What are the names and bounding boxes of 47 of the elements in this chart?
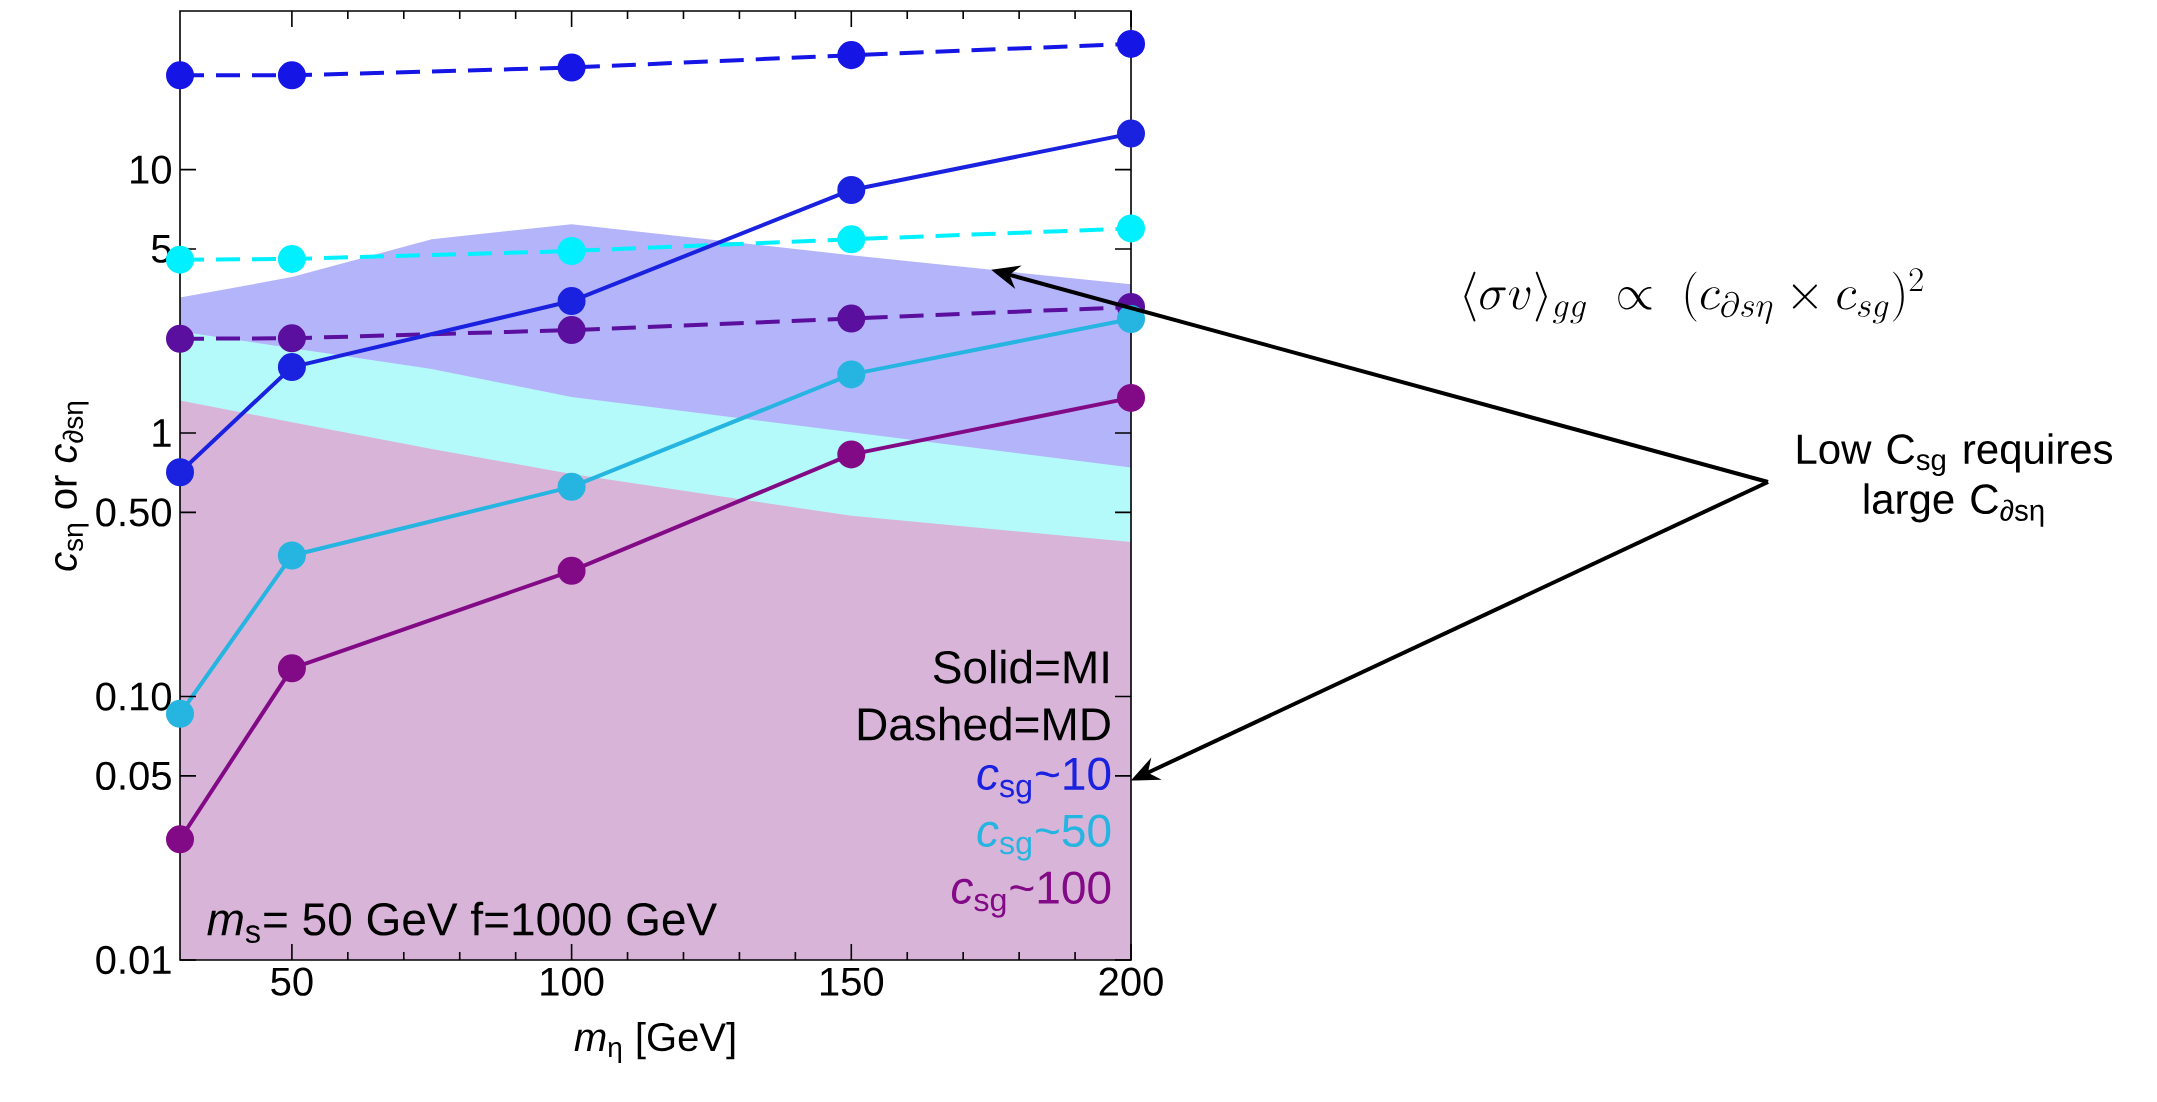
point bbox=[166, 324, 195, 353]
point bbox=[837, 304, 866, 333]
annotation: m$_{s}$= 50 GeV f=1000 GeV bbox=[207, 901, 717, 943]
point bbox=[277, 654, 306, 683]
point bbox=[837, 41, 866, 70]
point bbox=[837, 360, 866, 389]
y-axis-title: c$_{sη}$ or c$_{∂sη}$ bbox=[55, 401, 89, 571]
text: c$_{sg}$~100 bbox=[951, 871, 1111, 918]
y-tick-label: 10 bbox=[131, 155, 171, 184]
point bbox=[837, 440, 866, 469]
annotation: Solid=MI bbox=[933, 649, 1108, 684]
text: c$_{sg}$~10 bbox=[977, 757, 1111, 804]
point bbox=[1117, 29, 1146, 58]
text: $\langle\sigma v\rangle_{gg}\ \propto\ (c_{\partial s\eta}\times c_{sg})^2$ bbox=[1464, 268, 1923, 324]
point bbox=[166, 825, 195, 854]
point bbox=[557, 53, 586, 82]
point bbox=[277, 541, 306, 570]
point bbox=[277, 353, 306, 382]
y-tick-label: 0.50 bbox=[96, 498, 171, 527]
point bbox=[557, 237, 586, 265]
point bbox=[557, 556, 586, 585]
point bbox=[837, 225, 866, 254]
point bbox=[837, 175, 866, 204]
point bbox=[1117, 119, 1146, 148]
point bbox=[1117, 214, 1146, 243]
x-tick-label: 100 bbox=[541, 967, 604, 996]
x-tick-label: 200 bbox=[1099, 967, 1163, 996]
point bbox=[277, 324, 306, 353]
y-tick-label: 0.05 bbox=[96, 761, 171, 790]
point bbox=[166, 61, 195, 90]
point bbox=[277, 61, 306, 90]
text: c$_{sg}$~50 bbox=[977, 814, 1111, 861]
point bbox=[1117, 383, 1146, 412]
x-axis-title: m$_{η}$ [GeV] bbox=[574, 1021, 735, 1063]
y-tick-label: 1 bbox=[153, 419, 171, 447]
x-tick-label: 50 bbox=[271, 967, 313, 996]
point bbox=[557, 287, 586, 316]
y-tick-label: 0.10 bbox=[96, 682, 171, 711]
annotation: Dashed=MD bbox=[858, 706, 1110, 741]
point bbox=[1117, 305, 1146, 334]
text: Low C$_{sg}$ requires large C$_{∂sη}$ bbox=[1797, 433, 2113, 527]
x-tick-label: 150 bbox=[820, 967, 884, 996]
point bbox=[557, 316, 586, 345]
point bbox=[277, 244, 306, 273]
y-tick-label: 0.01 bbox=[96, 945, 171, 975]
point bbox=[166, 458, 195, 487]
point bbox=[557, 472, 586, 501]
